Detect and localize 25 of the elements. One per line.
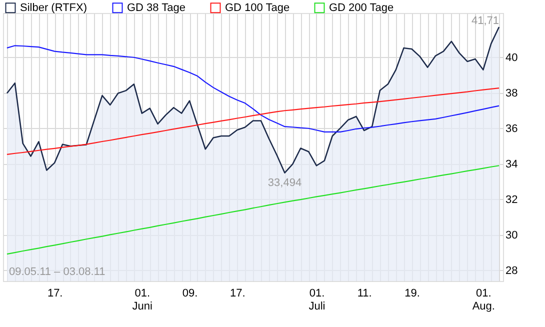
y-tick-label: 30 xyxy=(506,229,518,242)
y-tick-label: 40 xyxy=(506,52,518,64)
x-tick-label: 09. xyxy=(182,288,198,300)
y-tick-label: 34 xyxy=(506,158,518,170)
legend-label: Silber (RTFX) xyxy=(20,2,88,14)
legend-label: GD 200 Tage xyxy=(329,2,394,14)
x-tick-label: 01. Aug. xyxy=(472,288,495,312)
annotation: 09.05.11 – 03.08.11 xyxy=(9,266,106,278)
x-tick-label: 01. Juni xyxy=(132,288,152,312)
x-tick-label: 17. xyxy=(230,288,246,300)
y-tick-label: 28 xyxy=(506,264,518,277)
legend-label: GD 38 Tage xyxy=(127,2,186,14)
annotation: 41,71 xyxy=(471,15,499,27)
line-series xyxy=(6,165,500,255)
x-tick-label: 19. xyxy=(404,288,420,300)
y-tick-label: 38 xyxy=(506,87,518,100)
x-tick-label: 17. xyxy=(47,288,63,300)
y-tick-label: 36 xyxy=(506,122,518,135)
y-tick-label: 32 xyxy=(506,194,518,206)
line-series xyxy=(6,45,500,132)
annotation: 33,494 xyxy=(268,176,302,189)
x-tick-label: 11. xyxy=(357,288,372,300)
legend-label: GD 100 Tage xyxy=(225,2,290,14)
line-series xyxy=(6,88,500,156)
x-tick-label: 01. Juli xyxy=(308,288,326,312)
